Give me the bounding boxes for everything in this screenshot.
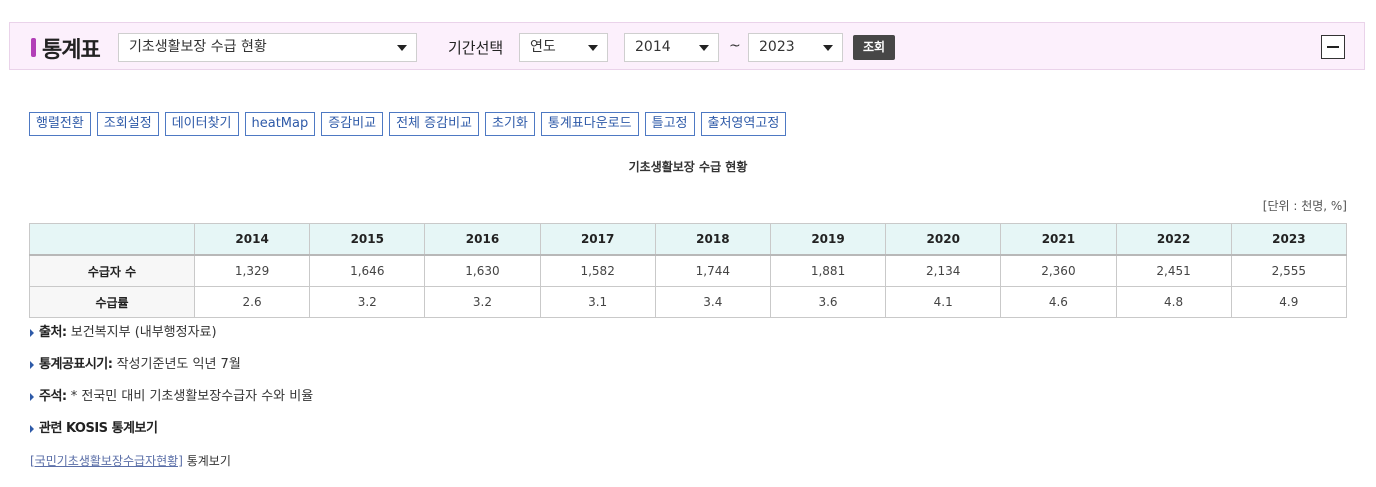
table-cell: 3.1 [539, 286, 656, 318]
period-label: 기간선택 [448, 39, 504, 57]
publish-value: 작성기준년도 익년 7월 [112, 357, 241, 372]
stats-table: 2014 2015 2016 2017 2018 2019 2020 2021 … [29, 223, 1348, 318]
chevron-down-icon [823, 45, 833, 51]
table-cell: 4.1 [885, 286, 1002, 318]
row-label: 수급률 [29, 286, 195, 318]
year-header: 2023 [1230, 223, 1348, 256]
title-marker [31, 38, 36, 57]
start-year-select[interactable]: 2014 [624, 33, 719, 62]
year-header: 2018 [654, 223, 771, 256]
table-cell: 4.9 [1230, 286, 1348, 318]
related-note: 관련 KOSIS 통계보기 [30, 420, 313, 452]
table-select-value: 기초생활보장 수급 현황 [129, 39, 267, 55]
collapse-icon[interactable] [1321, 35, 1345, 59]
page-title: 통계표 [42, 38, 101, 63]
period-type-value: 연도 [530, 39, 556, 55]
table-cell: 3.6 [769, 286, 887, 318]
source-note: 출처: 보건복지부 (내부행정자료) [30, 324, 313, 356]
table-cell: 1,329 [193, 254, 311, 287]
query-settings-button[interactable]: 조회설정 [96, 112, 159, 136]
table-cell: 2,555 [1230, 254, 1348, 287]
download-button[interactable]: 통계표다운로드 [540, 112, 639, 136]
compare-all-button[interactable]: 전체 증감비교 [389, 112, 479, 136]
related-link[interactable]: [국민기초생활보장수급자현황] [30, 454, 183, 468]
query-button[interactable]: 조회 [853, 35, 895, 60]
year-header: 2015 [309, 223, 426, 256]
chevron-down-icon [588, 45, 598, 51]
year-header: 2020 [885, 223, 1002, 256]
related-label: 관련 KOSIS 통계보기 [39, 421, 158, 436]
table-cell: 2.6 [193, 286, 311, 318]
table-cell: 1,582 [539, 254, 656, 287]
year-header: 2019 [769, 223, 887, 256]
freeze-source-button[interactable]: 출처영역고정 [700, 112, 787, 136]
publish-note: 통계공표시기: 작성기준년도 익년 7월 [30, 356, 313, 388]
table-select[interactable]: 기초생활보장 수급 현황 [118, 33, 417, 62]
table-cell: 1,630 [424, 254, 541, 287]
notes: 출처: 보건복지부 (내부행정자료) 통계공표시기: 작성기준년도 익년 7월 … [30, 324, 313, 452]
remark-note: 주석: * 전국민 대비 기초생활보장수급자 수와 비율 [30, 388, 313, 420]
table-cell: 1,881 [769, 254, 887, 287]
remark-value: * 전국민 대비 기초생활보장수급자 수와 비율 [66, 389, 314, 404]
header-corner [29, 223, 195, 256]
year-header: 2014 [193, 223, 311, 256]
period-type-select[interactable]: 연도 [519, 33, 608, 62]
table-header-row: 2014 2015 2016 2017 2018 2019 2020 2021 … [29, 223, 1348, 256]
year-header: 2022 [1115, 223, 1232, 256]
top-bar: 통계표 기초생활보장 수급 현황 기간선택 연도 2014 ~ 2023 조회 [9, 22, 1365, 70]
table-cell: 1,744 [654, 254, 771, 287]
table-cell: 4.6 [1000, 286, 1117, 318]
chevron-down-icon [397, 45, 407, 51]
toolbar: 행렬전환 조회설정 데이터찾기 heatMap 증감비교 전체 증감비교 초기화… [29, 112, 787, 136]
end-year-select[interactable]: 2023 [748, 33, 843, 62]
row-label: 수급자 수 [29, 254, 195, 287]
table-cell: 3.4 [654, 286, 771, 318]
heatmap-button[interactable]: heatMap [244, 112, 316, 136]
publish-label: 통계공표시기: [39, 357, 113, 372]
table-caption: 기초생활보장 수급 현황 [628, 160, 748, 174]
year-header: 2017 [539, 223, 656, 256]
table-cell: 2,451 [1115, 254, 1232, 287]
table-cell: 1,646 [309, 254, 426, 287]
source-label: 출처: [39, 325, 67, 340]
table-row: 수급자 수 1,329 1,646 1,630 1,582 1,744 1,88… [29, 254, 1348, 287]
table-cell: 2,134 [885, 254, 1002, 287]
source-value: 보건복지부 (내부행정자료) [66, 325, 217, 340]
related-row: [국민기초생활보장수급자현황] 통계보기 [30, 452, 231, 469]
table-cell: 4.8 [1115, 286, 1232, 318]
table-row: 수급률 2.6 3.2 3.2 3.1 3.4 3.6 4.1 4.6 4.8 … [29, 286, 1348, 318]
compare-button[interactable]: 증감비교 [321, 112, 384, 136]
year-header: 2016 [424, 223, 541, 256]
start-year-value: 2014 [635, 39, 671, 55]
year-header: 2021 [1000, 223, 1117, 256]
end-year-value: 2023 [759, 39, 795, 55]
find-data-button[interactable]: 데이터찾기 [164, 112, 239, 136]
chevron-down-icon [699, 45, 709, 51]
table-cell: 3.2 [424, 286, 541, 318]
related-suffix: 통계보기 [182, 454, 231, 468]
freeze-panes-button[interactable]: 틀고정 [644, 112, 695, 136]
transpose-button[interactable]: 행렬전환 [29, 112, 91, 136]
range-tilde: ~ [729, 38, 741, 54]
reset-button[interactable]: 초기화 [485, 112, 535, 136]
unit-label: [단위 : 천명, %] [1262, 199, 1347, 213]
table-cell: 3.2 [309, 286, 426, 318]
remark-label: 주석: [39, 389, 67, 404]
table-cell: 2,360 [1000, 254, 1117, 287]
